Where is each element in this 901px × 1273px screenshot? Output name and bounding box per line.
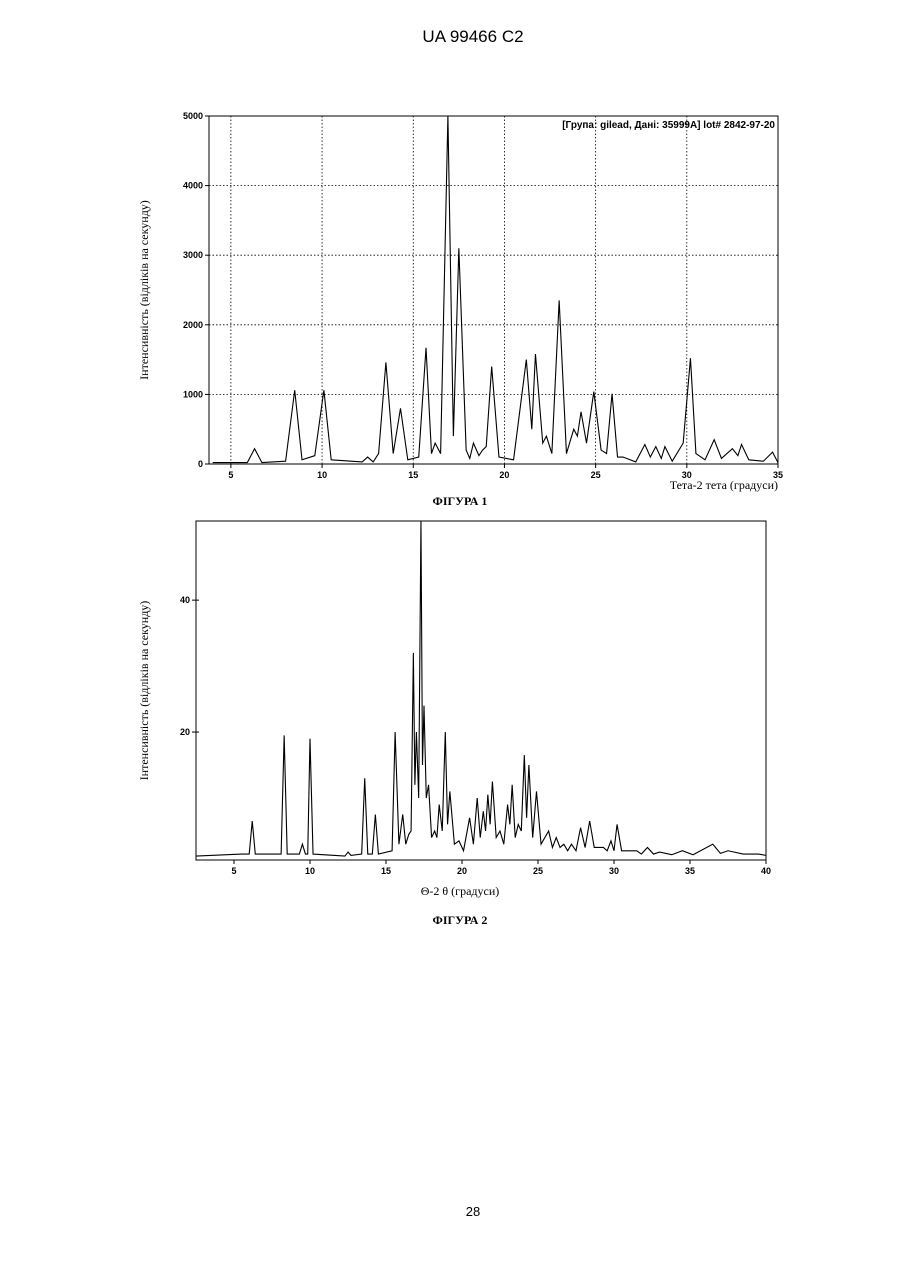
x-tick-label: 25 xyxy=(533,866,543,876)
plot-frame xyxy=(196,521,766,860)
data-line xyxy=(213,116,778,463)
x-tick-label: 5 xyxy=(228,470,233,480)
annotation: [Група: gilead, Дані: 35999A] lot# 2842-… xyxy=(562,120,775,131)
figure-caption: ФІГУРА 1 xyxy=(433,494,488,508)
x-tick-label: 10 xyxy=(317,470,327,480)
x-tick-label: 40 xyxy=(761,866,771,876)
x-axis-label: Тета-2 тета (градуси) xyxy=(670,478,778,492)
page-canvas: UA 99466 C2 28 0 1000 2000 3000 4000 5000 5 10 1… xyxy=(0,0,901,1273)
y-tick-label: 3000 xyxy=(183,250,203,260)
x-tick-label: 15 xyxy=(408,470,418,480)
data-line xyxy=(196,521,766,856)
y-axis-label: Інтенсивність (відліків на секунду) xyxy=(137,601,151,781)
y-tick-label: 0 xyxy=(198,459,203,469)
header: UA 99466 C2 xyxy=(422,27,523,46)
x-tick-label: 25 xyxy=(591,470,601,480)
x-tick-label: 35 xyxy=(685,866,695,876)
x-axis-label: Θ-2 θ (градуси) xyxy=(421,884,500,898)
y-tick-label: 2000 xyxy=(183,320,203,330)
x-tick-label: 5 xyxy=(231,866,236,876)
y-axis-label: Інтенсивність (відліків на секунду) xyxy=(137,200,151,380)
x-tick-label: 30 xyxy=(609,866,619,876)
figure-caption: ФІГУРА 2 xyxy=(433,913,488,927)
y-tick-label: 5000 xyxy=(183,111,203,121)
page-number: 28 xyxy=(466,1204,480,1219)
plot-frame xyxy=(209,116,778,464)
x-tick-label: 20 xyxy=(457,866,467,876)
y-tick-label: 20 xyxy=(180,727,190,737)
page: {"header": "UA 99466 C2", "page_number":… xyxy=(0,0,901,1273)
y-tick-label: 1000 xyxy=(183,389,203,399)
x-tick-label: 20 xyxy=(499,470,509,480)
x-tick-label: 10 xyxy=(305,866,315,876)
y-tick-label: 40 xyxy=(180,595,190,605)
x-tick-label: 15 xyxy=(381,866,391,876)
y-tick-label: 4000 xyxy=(183,181,203,191)
